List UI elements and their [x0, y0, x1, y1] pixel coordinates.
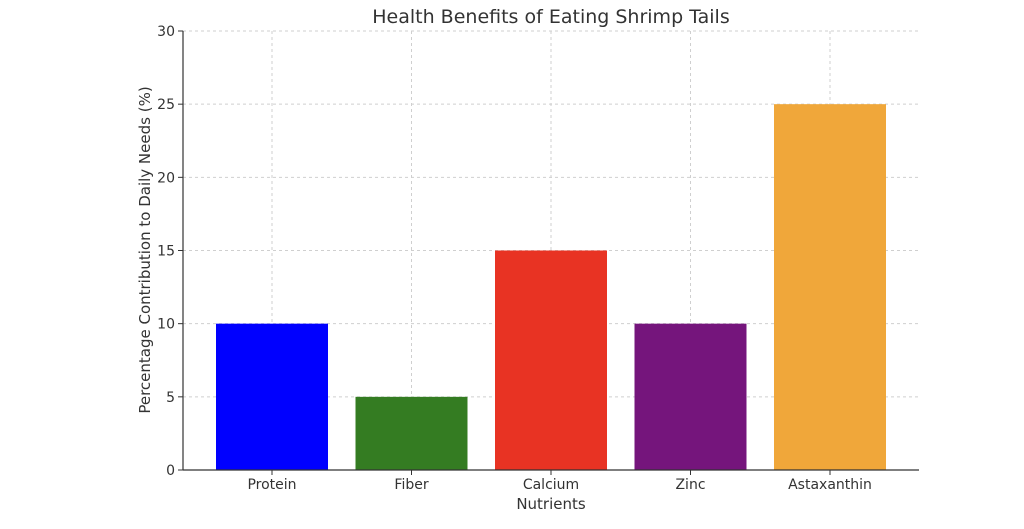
y-tick-label: 30 — [157, 24, 175, 40]
x-tick-label: Astaxanthin — [788, 477, 872, 493]
chart-title: Health Benefits of Eating Shrimp Tails — [372, 6, 729, 28]
y-tick-label: 0 — [166, 463, 175, 479]
bars — [216, 104, 886, 471]
x-axis-label: Nutrients — [516, 495, 586, 513]
bar-calcium — [495, 250, 607, 470]
y-tick-label: 20 — [157, 170, 175, 186]
y-axis-label: Percentage Contribution to Daily Needs (… — [136, 86, 154, 413]
bar-astaxanthin — [774, 104, 886, 471]
bar-protein — [216, 323, 328, 470]
y-tick-label: 5 — [166, 390, 175, 406]
bar-fiber — [355, 396, 468, 470]
y-tick-label: 10 — [157, 317, 175, 333]
x-tick-label: Calcium — [523, 477, 579, 493]
y-tick-label: 15 — [157, 244, 175, 260]
x-tick-label: Protein — [247, 477, 296, 493]
bar-zinc — [634, 323, 747, 470]
x-tick-label: Fiber — [394, 477, 428, 493]
y-tick-label: 25 — [157, 97, 175, 113]
axes: 0 5 10 15 20 25 30 Protein Fiber Calcium Zinc Astax… — [157, 24, 919, 493]
x-tick-label: Zinc — [675, 477, 705, 493]
